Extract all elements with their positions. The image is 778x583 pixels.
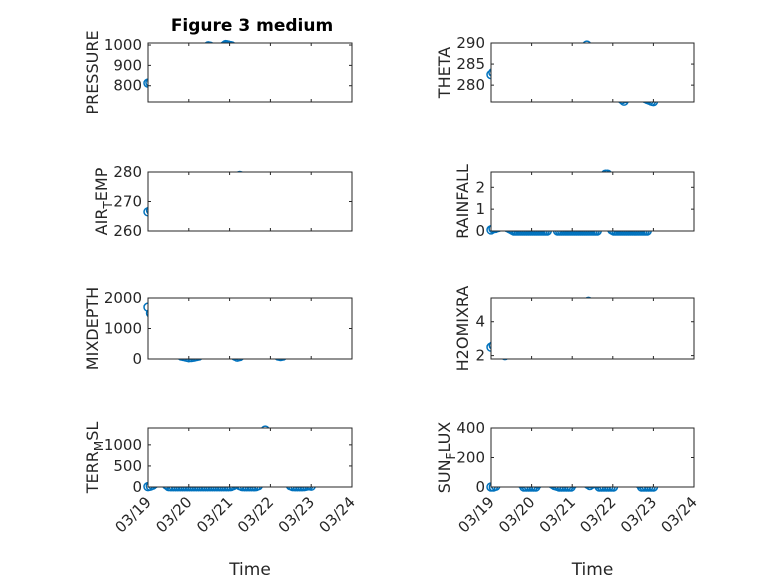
y-tick-label: 0 — [475, 478, 485, 496]
y-tick-label: 2 — [475, 178, 485, 196]
y-tick-label: 0 — [132, 478, 142, 496]
y-axis-label: MIXDEPTH — [83, 287, 102, 370]
axes-frame — [490, 297, 695, 360]
y-tick-label: 800 — [113, 77, 142, 95]
x-tick-label: 03/24 — [658, 493, 701, 536]
x-tick-label: 03/19 — [112, 493, 155, 536]
y-tick-label: 0 — [475, 222, 485, 240]
y-tick-label: 400 — [456, 419, 485, 437]
y-tick-label: 2 — [475, 347, 485, 365]
y-tick-label: 290 — [456, 34, 485, 52]
y-axis-label: H2OMIXRA — [453, 286, 472, 372]
y-axis-label: TERRMSL — [83, 422, 106, 495]
x-tick-label: 03/23 — [617, 493, 660, 536]
chart-title: Figure 3 medium — [171, 16, 333, 36]
y-tick-label: 285 — [456, 55, 485, 73]
y-tick-label: 270 — [113, 193, 142, 211]
y-tick-label: 280 — [456, 76, 485, 94]
x-tick-label: 03/19 — [455, 493, 498, 536]
axes-frame — [147, 427, 353, 488]
axes-frame — [490, 171, 695, 232]
x-tick-label: 03/21 — [536, 493, 579, 536]
x-tick-label: 03/20 — [152, 493, 195, 536]
axes-frame — [147, 42, 353, 103]
y-tick-label: 1000 — [104, 320, 142, 338]
y-tick-label: 500 — [113, 457, 142, 475]
axes-frame — [490, 42, 695, 103]
y-tick-label: 1000 — [104, 36, 142, 54]
y-tick-label: 200 — [456, 449, 485, 467]
y-axis-label: SUNFLUX — [435, 422, 458, 494]
x-tick-label: 03/23 — [275, 493, 318, 536]
y-axis-label: THETA — [435, 47, 454, 99]
x-axis-label: Time — [228, 560, 271, 580]
y-tick-label: 260 — [113, 222, 142, 240]
x-axis-label: Time — [571, 560, 614, 580]
y-tick-label: 0 — [132, 350, 142, 368]
y-tick-label: 2000 — [104, 289, 142, 307]
y-tick-label: 1 — [475, 200, 485, 218]
y-axis-label: AIRTEMP — [92, 167, 115, 235]
axes-frame — [147, 297, 353, 360]
y-tick-label: 900 — [113, 56, 142, 74]
x-tick-label: 03/22 — [576, 493, 619, 536]
y-axis-label: RAINFALL — [453, 164, 472, 239]
x-tick-label: 03/22 — [234, 493, 277, 536]
x-tick-label: 03/24 — [316, 493, 359, 536]
y-tick-label: 1000 — [104, 436, 142, 454]
x-tick-label: 03/21 — [193, 493, 236, 536]
y-tick-label: 4 — [475, 313, 485, 331]
y-axis-label: PRESSURE — [83, 30, 102, 114]
x-tick-label: 03/20 — [495, 493, 538, 536]
axes-frame — [490, 427, 695, 488]
axes-frame — [147, 171, 353, 232]
y-tick-label: 280 — [113, 163, 142, 181]
